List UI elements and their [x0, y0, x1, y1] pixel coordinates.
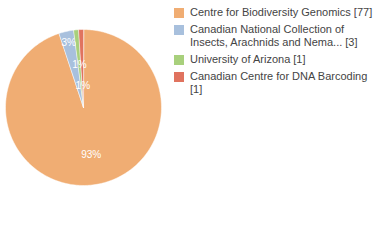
svg-text:1%: 1% [76, 80, 91, 91]
svg-text:93%: 93% [81, 149, 101, 160]
html-text:Centre for Biodiversity Genomi: Centre for Biodiversity Genomics [77] [190, 6, 373, 18]
svg-text:3%: 3% [62, 37, 77, 48]
svg-text:1%: 1% [72, 59, 87, 70]
html-text:University of Arizona [1]: University of Arizona [1] [190, 53, 306, 65]
html-text:Canadian National Collection o: Canadian National Collection of Insects,… [190, 23, 358, 48]
html-text:Canadian Centre for DNA Barcod: Canadian Centre for DNA Barcoding [1] [190, 70, 368, 95]
